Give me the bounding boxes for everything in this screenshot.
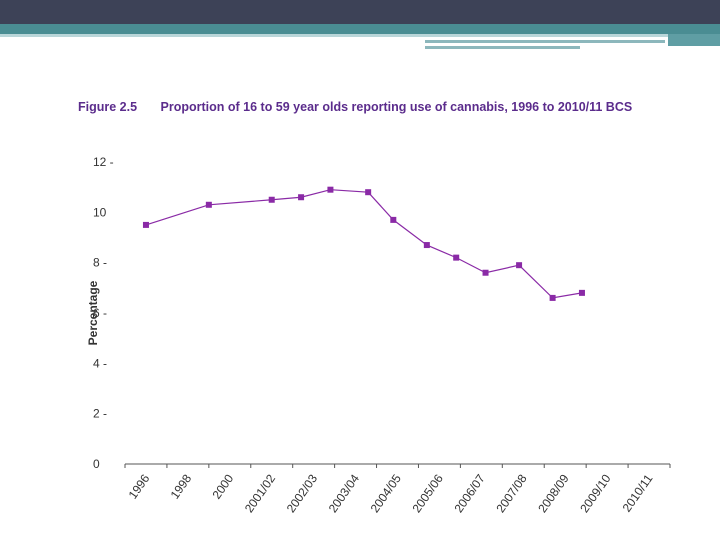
y-tick-label: 0 bbox=[93, 457, 100, 471]
y-tick-label: 10 bbox=[93, 205, 107, 219]
x-tick-label: 2005/06 bbox=[410, 471, 447, 515]
data-point-marker bbox=[365, 189, 372, 196]
x-tick-label: 2003/04 bbox=[326, 471, 363, 515]
figure-number: Figure 2.5 bbox=[78, 100, 138, 114]
data-point-marker bbox=[549, 294, 556, 301]
slide-accent-block bbox=[668, 34, 720, 46]
data-point-marker bbox=[142, 221, 149, 228]
y-tick-label: 2 - bbox=[93, 407, 107, 421]
y-axis-label: Percentage bbox=[86, 280, 100, 345]
data-point-marker bbox=[205, 201, 212, 208]
y-tick-label: 8 - bbox=[93, 256, 107, 270]
x-tick-label: 2004/05 bbox=[368, 471, 405, 515]
figure-caption: Proportion of 16 to 59 year olds reporti… bbox=[160, 100, 633, 114]
data-point-marker bbox=[423, 242, 430, 249]
data-point-marker bbox=[578, 289, 585, 296]
y-tick-label: 12 - bbox=[93, 155, 114, 169]
x-tick-label: 2002/03 bbox=[284, 471, 321, 515]
x-tick-label: 2000 bbox=[209, 471, 236, 501]
slide-header-band bbox=[0, 0, 720, 24]
x-tick-label: 2010/11 bbox=[620, 471, 656, 514]
data-point-marker bbox=[390, 216, 397, 223]
x-tick-label: 2007/08 bbox=[493, 471, 530, 515]
x-tick-label: 1996 bbox=[126, 471, 153, 501]
slide-accent-bar bbox=[425, 40, 665, 43]
y-tick-label: 6 - bbox=[93, 306, 107, 320]
data-point-marker bbox=[453, 254, 460, 261]
data-point-marker bbox=[482, 269, 489, 276]
data-point-marker bbox=[327, 186, 334, 193]
slide-header-light-band bbox=[0, 34, 720, 37]
x-tick-label: 2009/10 bbox=[577, 471, 614, 515]
data-point-marker bbox=[298, 194, 305, 201]
chart-title: Figure 2.5 Proportion of 16 to 59 year o… bbox=[78, 100, 698, 114]
x-tick-label: 2008/09 bbox=[535, 471, 572, 515]
y-tick-label: 4 - bbox=[93, 356, 107, 370]
x-tick-label: 2001/02 bbox=[242, 471, 279, 515]
x-tick-label: 1998 bbox=[168, 471, 195, 501]
slide-accent-bar bbox=[425, 46, 580, 49]
data-point-marker bbox=[268, 196, 275, 203]
data-point-marker bbox=[516, 262, 523, 269]
slide-header-teal-band bbox=[0, 24, 720, 34]
x-tick-label: 2006/07 bbox=[451, 471, 488, 515]
